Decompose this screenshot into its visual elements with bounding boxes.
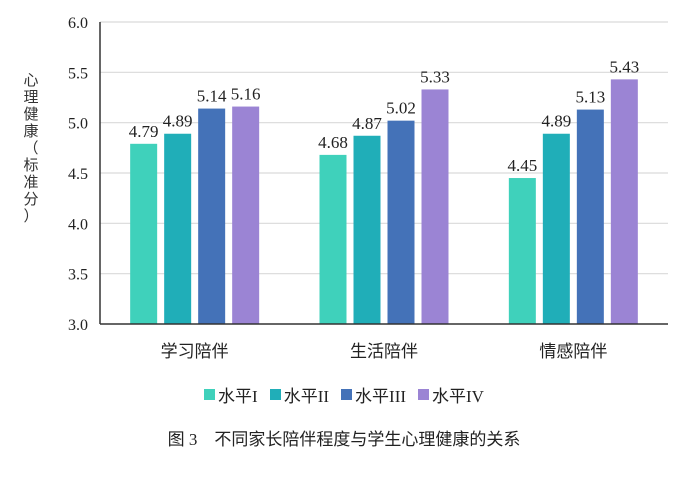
data-label: 5.13: [575, 88, 605, 107]
category-label: 学习陪伴: [161, 342, 229, 361]
y-axis-label-char: 标: [23, 156, 39, 174]
data-label: 4.89: [163, 112, 193, 131]
bar: [130, 143, 158, 324]
data-label: 4.87: [352, 114, 382, 133]
y-tick-label: 3.5: [68, 267, 88, 284]
y-tick-label: 4.0: [68, 216, 88, 233]
y-tick-label: 3.0: [68, 317, 88, 334]
y-tick-label: 4.5: [68, 166, 88, 183]
data-label: 5.14: [197, 87, 227, 106]
legend-item: 水平I: [204, 382, 258, 407]
y-tick-label: 6.0: [68, 15, 88, 32]
y-axis-label-char: ）: [23, 207, 39, 225]
bar: [353, 135, 381, 324]
legend-swatch-icon: [204, 389, 216, 400]
data-label: 4.89: [541, 112, 571, 131]
bar: [508, 178, 536, 324]
bar: [610, 79, 638, 324]
legend-item: 水平III: [341, 382, 406, 407]
y-axis-label: 心理健康（标准分）: [22, 72, 40, 225]
legend-label: 水平IV: [432, 387, 484, 406]
bar: [232, 106, 260, 324]
legend-item: 水平II: [269, 382, 330, 407]
y-tick-label: 5.0: [68, 116, 88, 133]
data-label: 4.45: [507, 156, 537, 175]
bar: [421, 89, 449, 325]
y-axis-label-char: 理: [23, 88, 39, 106]
legend-item: 水平IV: [418, 382, 484, 407]
data-label: 5.33: [420, 67, 450, 86]
x-axis-categories: 学习陪伴 生活陪伴 情感陪伴: [161, 342, 608, 361]
bar: [387, 120, 415, 324]
data-label: 5.16: [231, 85, 261, 104]
data-label: 4.79: [129, 122, 159, 141]
gridlines: [100, 21, 668, 275]
legend: 水平I 水平II 水平III 水平IV: [0, 382, 688, 407]
legend-swatch-icon: [418, 389, 430, 400]
legend-label: 水平I: [218, 387, 258, 406]
figure-caption: 图 3 不同家长陪伴程度与学生心理健康的关系: [167, 430, 521, 449]
y-axis-label-char: 康: [23, 122, 39, 140]
data-label: 4.68: [318, 133, 348, 152]
y-axis-label-char: 分: [23, 190, 39, 208]
bar: [164, 133, 192, 324]
bars: [130, 79, 638, 325]
bar: [319, 154, 347, 324]
legend-label: 水平II: [283, 387, 330, 406]
data-label: 5.02: [386, 99, 416, 118]
bar: [576, 109, 604, 324]
bar: [198, 108, 226, 324]
y-axis-label-char: （: [23, 139, 39, 157]
bar: [542, 133, 570, 324]
y-axis-label-char: 准: [23, 173, 39, 191]
category-label: 情感陪伴: [539, 342, 607, 361]
category-label: 生活陪伴: [350, 342, 418, 361]
legend-swatch-icon: [269, 389, 281, 400]
y-axis-label-char: 心: [23, 71, 39, 89]
legend-label: 水平III: [355, 387, 407, 406]
y-tick-label: 5.5: [68, 65, 88, 82]
y-axis-ticks: 3.0 3.5 4.0 4.5 5.0 5.5 6.0: [68, 15, 88, 334]
y-axis-label-char: 健: [23, 105, 39, 123]
data-labels: 4.794.895.14 5.164.684.875.025.334.454.89…: [129, 57, 639, 175]
data-label: 5.43: [609, 57, 639, 76]
legend-swatch-icon: [341, 389, 353, 400]
